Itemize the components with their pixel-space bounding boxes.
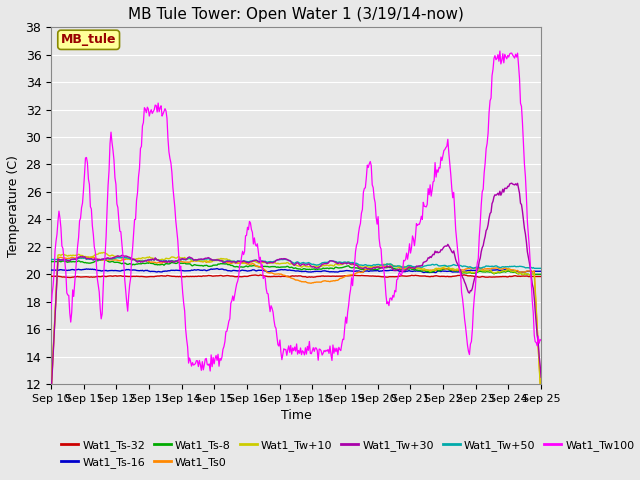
Title: MB Tule Tower: Open Water 1 (3/19/14-now): MB Tule Tower: Open Water 1 (3/19/14-now…	[128, 7, 464, 22]
Y-axis label: Temperature (C): Temperature (C)	[7, 155, 20, 257]
Text: MB_tule: MB_tule	[61, 33, 116, 47]
X-axis label: Time: Time	[281, 409, 312, 422]
Legend: Wat1_Ts-32, Wat1_Ts-16, Wat1_Ts-8, Wat1_Ts0, Wat1_Tw+10, Wat1_Tw+30, Wat1_Tw+50,: Wat1_Ts-32, Wat1_Ts-16, Wat1_Ts-8, Wat1_…	[57, 436, 639, 472]
